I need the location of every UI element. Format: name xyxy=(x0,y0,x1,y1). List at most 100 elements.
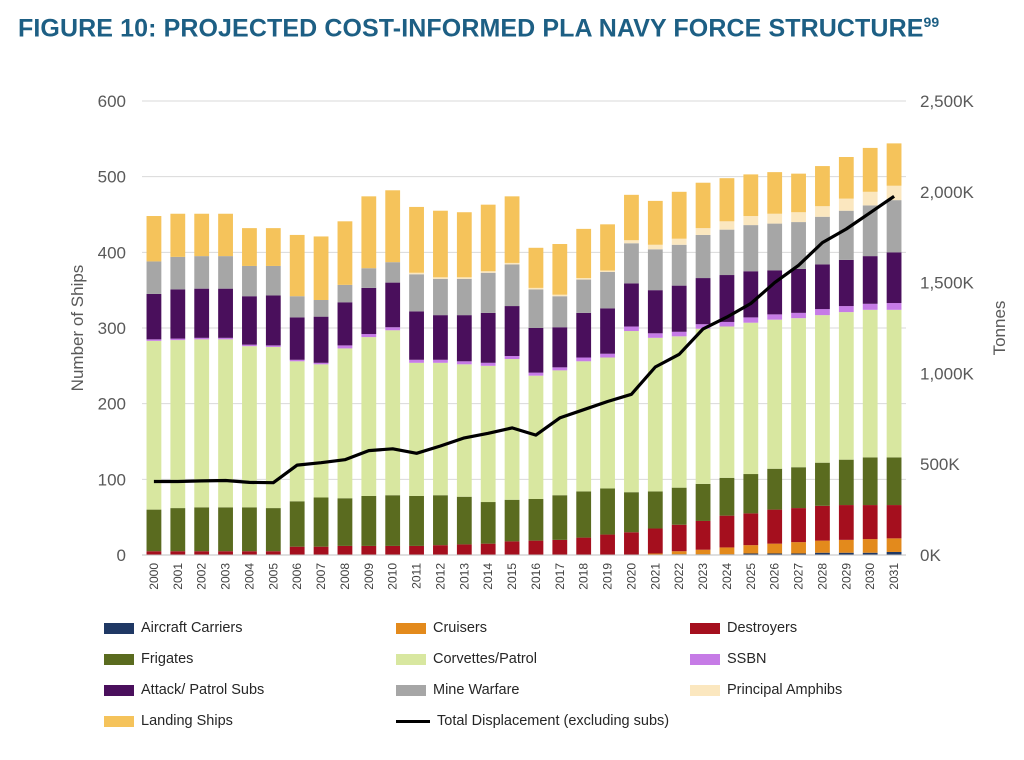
bar-cruisers xyxy=(647,553,663,555)
bar-ssbn xyxy=(624,326,639,332)
bar-ssbn xyxy=(504,355,520,360)
bar-stack-2014 xyxy=(480,204,496,555)
x-tick-label: 2026 xyxy=(768,563,782,590)
bar-corvettes-patrol xyxy=(242,346,257,508)
bar-landing-ships xyxy=(265,228,281,266)
legend-swatch xyxy=(690,684,720,696)
bar-mine-warfare xyxy=(600,272,615,309)
bar-corvettes-patrol xyxy=(671,336,687,488)
bar-ssbn xyxy=(313,362,329,365)
bar-cruisers xyxy=(767,543,783,554)
y-tick-label: 200 xyxy=(98,395,126,414)
bar-corvettes-patrol xyxy=(815,315,830,463)
bar-corvettes-patrol xyxy=(265,346,281,509)
bar-principal-amphibs xyxy=(600,270,615,273)
bar-corvettes-patrol xyxy=(767,319,783,469)
bar-destroyers xyxy=(528,540,544,555)
bar-attack-patrol-subs xyxy=(504,306,520,356)
legend-item-principal-amphibs: Principal Amphibs xyxy=(690,682,842,698)
bar-cruisers xyxy=(862,539,878,553)
bar-landing-ships xyxy=(576,228,592,279)
bar-frigates xyxy=(552,495,568,540)
bar-principal-amphibs xyxy=(791,212,806,223)
legend-label: Mine Warfare xyxy=(433,682,520,698)
bar-stack-2005 xyxy=(265,228,281,555)
bar-attack-patrol-subs xyxy=(862,256,878,304)
bar-aircraft-carriers xyxy=(815,552,830,555)
bar-attack-patrol-subs xyxy=(361,287,377,335)
bar-principal-amphibs xyxy=(695,228,711,235)
bar-ssbn xyxy=(194,337,210,340)
legend-label: Destroyers xyxy=(727,620,798,636)
bar-aircraft-carriers xyxy=(838,552,854,555)
bar-mine-warfare xyxy=(433,278,448,316)
bar-frigates xyxy=(433,495,448,546)
bar-frigates xyxy=(337,498,353,546)
bar-frigates xyxy=(146,509,162,552)
bar-ssbn xyxy=(719,321,735,327)
bar-frigates xyxy=(600,488,615,535)
bar-mine-warfare xyxy=(242,265,257,297)
bar-landing-ships xyxy=(146,216,162,262)
bar-principal-amphibs xyxy=(576,278,592,280)
bar-ssbn xyxy=(695,324,711,329)
legend-item-corvettes-patrol: Corvettes/Patrol xyxy=(396,651,537,667)
legend-swatch xyxy=(690,622,720,634)
bar-stack-2027 xyxy=(791,173,806,555)
bar-mine-warfare xyxy=(671,244,687,286)
bar-mine-warfare xyxy=(815,216,830,265)
bar-frigates xyxy=(528,499,544,541)
bar-attack-patrol-subs xyxy=(194,288,210,338)
bar-aircraft-carriers xyxy=(767,553,783,555)
bar-stack-2017 xyxy=(552,244,568,555)
bar-aircraft-carriers xyxy=(862,552,878,555)
bar-destroyers xyxy=(624,532,639,555)
bar-mine-warfare xyxy=(194,256,210,289)
bar-attack-patrol-subs xyxy=(647,290,663,334)
bar-destroyers xyxy=(170,551,186,555)
legend-item-destroyers: Destroyers xyxy=(690,620,797,636)
bar-corvettes-patrol xyxy=(647,337,663,492)
bar-destroyers xyxy=(815,505,830,541)
bar-ssbn xyxy=(242,344,257,347)
y-axis-title: Number of Ships xyxy=(68,265,87,392)
bar-landing-ships xyxy=(289,234,305,297)
displacement-line-layer xyxy=(153,194,896,485)
bar-destroyers xyxy=(385,545,401,555)
bar-cruisers xyxy=(815,540,830,553)
legend-swatch xyxy=(396,684,426,696)
x-tick-label: 2004 xyxy=(242,563,256,590)
bar-attack-patrol-subs xyxy=(289,317,305,360)
bar-corvettes-patrol xyxy=(862,309,878,458)
bar-ssbn xyxy=(265,345,281,347)
bar-stack-2009 xyxy=(361,196,377,555)
bar-landing-ships xyxy=(242,228,257,266)
footnote-marker: 99 xyxy=(923,14,940,30)
bar-principal-amphibs xyxy=(552,294,568,297)
bar-principal-amphibs xyxy=(433,277,448,279)
x-tick-label: 2019 xyxy=(601,563,615,590)
bar-frigates xyxy=(647,491,663,529)
bar-principal-amphibs xyxy=(624,240,639,244)
bar-mine-warfare xyxy=(289,296,305,318)
y-tick-label: 100 xyxy=(98,470,126,489)
legend-label: Attack/ Patrol Subs xyxy=(141,682,265,698)
bar-corvettes-patrol xyxy=(289,361,305,502)
x-tick-label: 2017 xyxy=(553,563,567,590)
bar-destroyers xyxy=(886,505,902,539)
bar-frigates xyxy=(719,477,735,516)
y-tick-label: 0 xyxy=(117,546,126,565)
bar-stack-2013 xyxy=(456,212,472,555)
bar-landing-ships xyxy=(480,204,496,272)
bar-destroyers xyxy=(337,545,353,555)
legend-label: Principal Amphibs xyxy=(727,682,843,698)
bar-ssbn xyxy=(528,372,544,376)
bar-corvettes-patrol xyxy=(385,330,401,496)
bar-destroyers xyxy=(194,551,210,555)
bar-landing-ships xyxy=(862,147,878,192)
bar-aircraft-carriers xyxy=(743,553,759,555)
bar-attack-patrol-subs xyxy=(385,282,401,328)
bar-frigates xyxy=(480,502,496,544)
bar-mine-warfare xyxy=(218,256,233,289)
bar-mine-warfare xyxy=(313,300,329,317)
